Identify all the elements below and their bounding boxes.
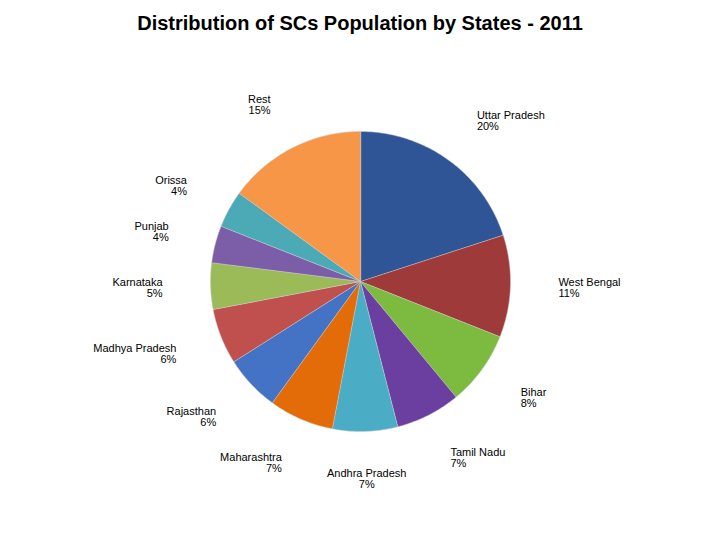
svg-text:Punjab4%: Punjab4% (134, 220, 168, 243)
svg-text:Maharashtra7%: Maharashtra7% (220, 451, 283, 474)
svg-text:Uttar Pradesh20%: Uttar Pradesh20% (477, 109, 545, 132)
svg-text:Bihar8%: Bihar8% (521, 386, 547, 409)
svg-text:West Bengal11%: West Bengal11% (558, 276, 620, 299)
svg-text:Rest15%: Rest15% (248, 93, 271, 116)
svg-text:Karnataka5%: Karnataka5% (112, 276, 163, 299)
svg-text:Madhya Pradesh6%: Madhya Pradesh6% (93, 342, 176, 365)
svg-text:Rajasthan6%: Rajasthan6% (167, 405, 217, 428)
html-text:Distribution of SCs Population: Distribution of SCs Population by States… (137, 12, 583, 34)
svg-text:Orissa4%: Orissa4% (155, 174, 188, 197)
svg-text:Andhra Pradesh7%: Andhra Pradesh7% (327, 467, 407, 490)
svg-text:Tamil Nadu7%: Tamil Nadu7% (450, 446, 505, 469)
